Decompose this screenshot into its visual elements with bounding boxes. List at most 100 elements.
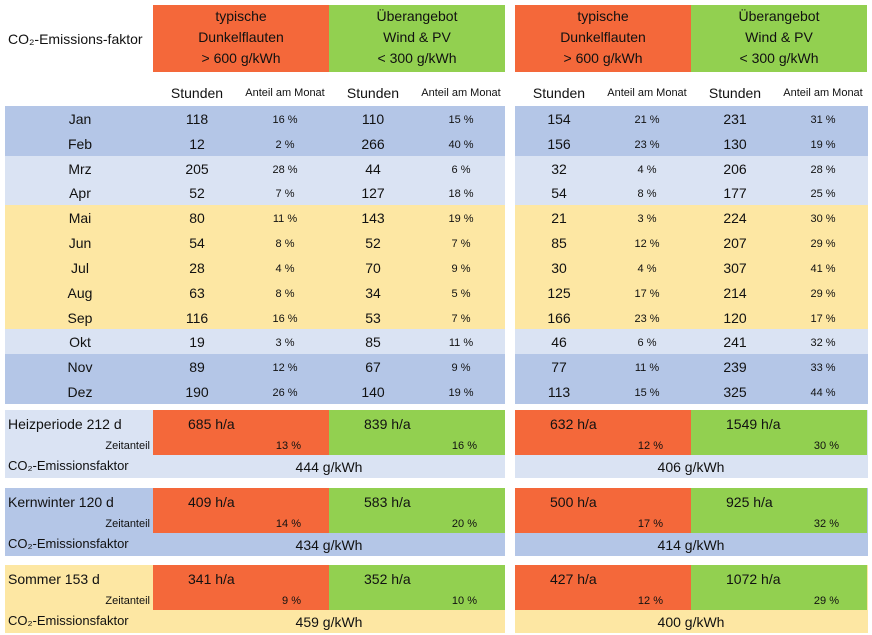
summary-cell <box>691 410 867 455</box>
month-label: Jan <box>68 111 92 127</box>
hours-cell: 143 <box>361 210 385 227</box>
group-header-line: Dunkelflauten <box>560 29 646 45</box>
hours-cell: 325 <box>723 384 747 401</box>
hours-cell: 130 <box>723 135 747 152</box>
share-cell: 32 % <box>810 337 836 350</box>
share-cell: 12 % <box>272 362 298 375</box>
summary-label: Kernwinter 120 d <box>8 494 114 510</box>
hours-cell: 32 <box>551 160 567 177</box>
share-cell: 9 % <box>451 262 471 275</box>
summary-share: 20 % <box>451 518 477 530</box>
summary-cell <box>329 488 505 533</box>
summary-share: 14 % <box>275 518 301 530</box>
share-cell: 6 % <box>637 337 657 350</box>
hours-cell: 177 <box>723 185 747 202</box>
row-band <box>515 180 868 206</box>
share-cell: 8 % <box>275 287 295 300</box>
group-header-line: > 600 g/kWh <box>563 50 643 66</box>
share-cell: 28 % <box>810 163 836 176</box>
group-header-line: > 600 g/kWh <box>201 50 281 66</box>
share-cell: 5 % <box>451 287 471 300</box>
month-label: Sep <box>67 309 93 326</box>
hours-cell: 118 <box>185 111 209 127</box>
row-band <box>5 379 505 405</box>
summary-cell <box>153 565 329 610</box>
row-band <box>5 180 505 206</box>
share-cell: 31 % <box>810 114 836 126</box>
row-band <box>5 354 505 380</box>
summary-hours: 925 h/a <box>726 494 773 510</box>
share-cell: 15 % <box>448 114 474 126</box>
group-header <box>515 5 691 72</box>
month-label: Nov <box>67 359 93 376</box>
hours-cell: 77 <box>551 359 567 376</box>
hours-cell: 30 <box>551 259 567 276</box>
hours-cell: 127 <box>361 185 385 202</box>
summary-cell <box>153 488 329 533</box>
summary-share: 12 % <box>637 595 663 607</box>
summary-hours: 1072 h/a <box>726 571 781 587</box>
group-header-line: typische <box>577 8 629 24</box>
hours-cell: 166 <box>547 309 571 326</box>
share-cell: 17 % <box>634 287 660 300</box>
summary-share: 29 % <box>813 595 839 607</box>
group-header <box>153 5 329 72</box>
hours-cell: 85 <box>365 334 381 351</box>
share-label: Zeitanteil <box>105 518 150 530</box>
summary-hours: 500 h/a <box>550 494 597 510</box>
summary-hours: 685 h/a <box>188 416 235 432</box>
hours-cell: 85 <box>551 235 567 252</box>
share-cell: 15 % <box>634 387 660 400</box>
hours-cell: 266 <box>361 135 385 152</box>
month-label: Mrz <box>68 160 92 177</box>
hours-cell: 12 <box>189 135 205 152</box>
hours-cell: 44 <box>365 160 381 177</box>
hours-cell: 205 <box>185 160 209 177</box>
share-cell: 29 % <box>810 238 836 251</box>
share-cell: 2 % <box>275 138 295 151</box>
month-label: Jun <box>68 235 92 252</box>
share-cell: 3 % <box>637 213 657 226</box>
share-cell: 28 % <box>272 163 298 176</box>
hours-cell: 120 <box>723 309 747 326</box>
share-cell: 17 % <box>810 312 836 325</box>
share-label: Zeitanteil <box>105 440 150 452</box>
share-cell: 40 % <box>448 138 474 151</box>
row-band <box>5 279 505 306</box>
row-band <box>5 254 505 281</box>
hours-cell: 116 <box>185 309 209 326</box>
summary-cell <box>691 565 867 610</box>
hours-cell: 154 <box>547 111 571 127</box>
row-band <box>515 155 868 181</box>
share-cell: 3 % <box>275 337 295 350</box>
row-band <box>515 230 868 256</box>
month-label: Feb <box>67 135 93 152</box>
hours-cell: 53 <box>365 309 381 326</box>
hours-cell: 52 <box>189 185 205 202</box>
sub-header: Stunden <box>532 85 586 101</box>
share-cell: 30 % <box>810 213 836 226</box>
share-cell: 16 % <box>272 114 298 126</box>
share-cell: 9 % <box>451 362 471 375</box>
summary-label: Sommer 153 d <box>8 571 100 587</box>
sub-header: Stunden <box>346 85 400 101</box>
row-band <box>5 205 505 231</box>
row-band <box>515 205 868 231</box>
hours-cell: 34 <box>365 284 381 301</box>
share-cell: 11 % <box>634 362 660 375</box>
corner-label: CO₂-Emissions-faktor <box>8 31 143 47</box>
group-header <box>691 5 867 72</box>
summary-hours: 341 h/a <box>188 571 235 587</box>
summary-cell <box>515 565 691 610</box>
share-cell: 21 % <box>634 114 660 126</box>
summary-share: 17 % <box>637 518 663 530</box>
share-cell: 44 % <box>810 387 836 400</box>
summary-share: 12 % <box>637 440 663 452</box>
summary-hours: 583 h/a <box>364 494 411 510</box>
share-cell: 33 % <box>810 362 836 375</box>
sub-header: Anteil am Monat <box>245 87 325 99</box>
summary-cell <box>515 488 691 533</box>
share-cell: 19 % <box>448 387 474 400</box>
summary-factor: 400 g/kWh <box>657 614 725 630</box>
share-cell: 41 % <box>810 262 836 275</box>
